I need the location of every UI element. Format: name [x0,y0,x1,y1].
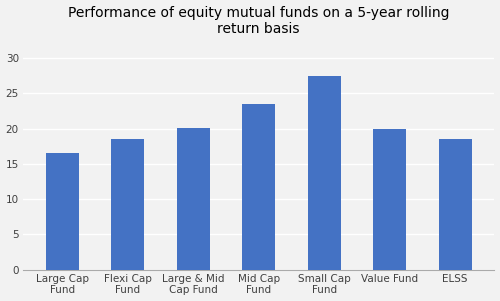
Bar [242,104,275,270]
Bar [374,129,406,270]
Title: Performance of equity mutual funds on a 5-year rolling
return basis: Performance of equity mutual funds on a … [68,5,450,36]
Bar [46,153,78,270]
Bar [308,76,340,270]
Bar [439,139,472,270]
Bar [177,128,210,270]
Bar [112,139,144,270]
